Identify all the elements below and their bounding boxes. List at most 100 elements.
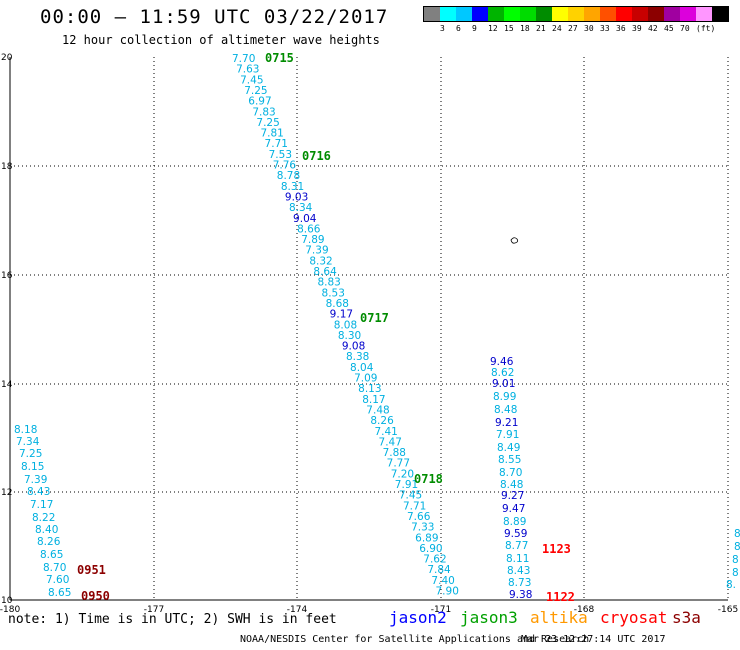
pass-time-label: 1123 [542, 542, 571, 556]
wave-height-value: 9.04 [293, 213, 317, 225]
wave-height-value: 7.84 [427, 564, 451, 576]
scale-label: 9 [472, 24, 477, 33]
scale-swatch [536, 7, 552, 21]
longitude-label: -171 [431, 605, 451, 615]
wave-height-value: 7.71 [403, 500, 426, 512]
wave-height-value: 8.70 [43, 562, 66, 574]
wave-height-value: 7.83 [252, 106, 275, 118]
wave-height-value: 8.73 [508, 577, 531, 589]
latitude-label: 16 [1, 271, 13, 281]
latitude-label: 20 [1, 53, 13, 63]
latitude-label: 18 [1, 162, 13, 172]
scale-label: (ft) [696, 24, 716, 33]
wave-height-value: 7.88 [383, 447, 406, 459]
wave-height-value: 7.09 [354, 373, 377, 385]
wave-height-value: 9.01 [492, 378, 515, 390]
wave-height-value: 8.65 [48, 587, 71, 599]
scale-swatch [520, 7, 536, 21]
scale-swatch [504, 7, 520, 21]
wave-height-value: 8 [732, 567, 739, 579]
scale-label: 18 [520, 24, 530, 33]
wave-height-value: 9.38 [509, 589, 532, 601]
wave-height-value: 8.32 [309, 255, 332, 267]
satellite-legend-s3a: s3a [672, 608, 701, 627]
wave-height-value: 8.15 [21, 461, 44, 473]
wave-height-value: 8.13 [358, 383, 381, 395]
scale-label: 39 [632, 24, 642, 33]
scale-swatch [600, 7, 616, 21]
scale-label: 15 [504, 24, 514, 33]
scale-swatch [648, 7, 664, 21]
wave-height-value: 8.48 [494, 404, 517, 416]
wave-height-value: 7.90 [436, 586, 459, 598]
wave-height-value: 7.91 [496, 429, 519, 441]
wave-height-value: 8 [734, 528, 740, 540]
wave-height-value: 7.17 [30, 499, 53, 511]
pass-time-label: 0715 [265, 51, 294, 65]
satellite-legend-altika: altika [530, 608, 588, 627]
credit-line: NOAA/NESDIS Center for Satellite Applica… [240, 634, 590, 645]
longitude-label: -165 [718, 605, 738, 615]
wave-height-value: 7.91 [395, 479, 418, 491]
scale-swatch [696, 7, 712, 21]
wave-height-value: 7.45 [240, 74, 263, 86]
wave-height-value: 8.62 [491, 367, 514, 379]
wave-height-value: 8.18 [14, 424, 37, 436]
wave-height-value: 8.26 [37, 536, 61, 548]
wave-height-value: 8.38 [346, 351, 369, 363]
scale-label: 30 [584, 24, 594, 33]
longitude-label: -174 [287, 605, 308, 615]
latitude-label: 12 [1, 488, 12, 498]
latitude-label: 14 [1, 380, 13, 390]
wave-height-value: 6.97 [248, 96, 271, 108]
wave-height-value: 8.11 [506, 553, 529, 565]
longitude-label: -180 [0, 605, 20, 615]
scale-swatch [456, 7, 472, 21]
scale-label: 6 [456, 24, 461, 33]
wave-height-value: 8.43 [507, 565, 530, 577]
wave-height-value: 7.62 [423, 554, 446, 566]
satellite-legend-cryosat: cryosat [600, 608, 668, 627]
longitude-label: -168 [574, 605, 595, 615]
wave-height-value: 7.40 [431, 575, 454, 587]
latitude-label: 10 [1, 596, 13, 606]
wave-height-value: 9.27 [501, 490, 524, 502]
wave-height-value: 8 [732, 554, 739, 566]
scale-swatch [568, 7, 584, 21]
pass-time-label: 0950 [81, 589, 110, 603]
wave-height-value: 8.48 [500, 479, 523, 491]
wave-height-value: 8.65 [40, 549, 63, 561]
wave-height-value: 9.59 [504, 528, 527, 540]
wave-height-value: 8.34 [289, 202, 313, 214]
scale-label: 42 [648, 24, 658, 33]
wave-height-value: 7.20 [391, 468, 414, 480]
longitude-label: -177 [144, 605, 164, 615]
wave-height-value: 8.43 [27, 486, 50, 498]
pass-time-label: 1122 [546, 590, 575, 604]
wave-height-value: 7.53 [269, 149, 292, 161]
wave-height-value: 7.70 [232, 53, 255, 65]
scale-label: 33 [600, 24, 610, 33]
wave-height-value: 9.03 [285, 191, 308, 203]
wave-height-value: 7.34 [16, 436, 40, 448]
pass-time-label: 0951 [77, 563, 106, 577]
wave-height-value: 7.48 [366, 404, 389, 416]
generated-timestamp: Mar 23 12:27:14 UTC 2017 [521, 634, 666, 645]
scale-swatch [440, 7, 456, 21]
scale-label: 24 [552, 24, 562, 33]
scale-swatch [584, 7, 600, 21]
wave-height-value: 8.22 [32, 512, 55, 524]
wave-height-value: 8.04 [350, 362, 374, 374]
wave-height-value: 6.90 [419, 543, 442, 555]
pass-time-label: 0716 [302, 149, 331, 163]
wave-height-value: 8.40 [35, 524, 58, 536]
satellite-legend-jason3: jason3 [460, 608, 518, 627]
wave-height-value: 7.60 [46, 574, 69, 586]
wave-height-value: 7.45 [399, 490, 422, 502]
color-scale-bar [423, 6, 729, 22]
scale-swatch [552, 7, 568, 21]
wave-height-value: 8. [726, 579, 736, 591]
scale-swatch [680, 7, 696, 21]
scale-swatch [424, 7, 440, 21]
